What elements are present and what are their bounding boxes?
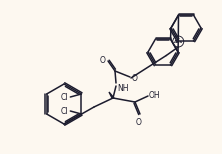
Text: O: O [136, 118, 142, 127]
Polygon shape [109, 92, 114, 98]
Text: NH: NH [117, 84, 129, 93]
Text: OH: OH [149, 91, 161, 99]
Text: Abs: Abs [174, 40, 183, 43]
Text: Cl: Cl [61, 93, 68, 103]
Text: O: O [132, 73, 138, 83]
Text: O: O [99, 55, 105, 65]
Text: Cl: Cl [61, 107, 68, 116]
